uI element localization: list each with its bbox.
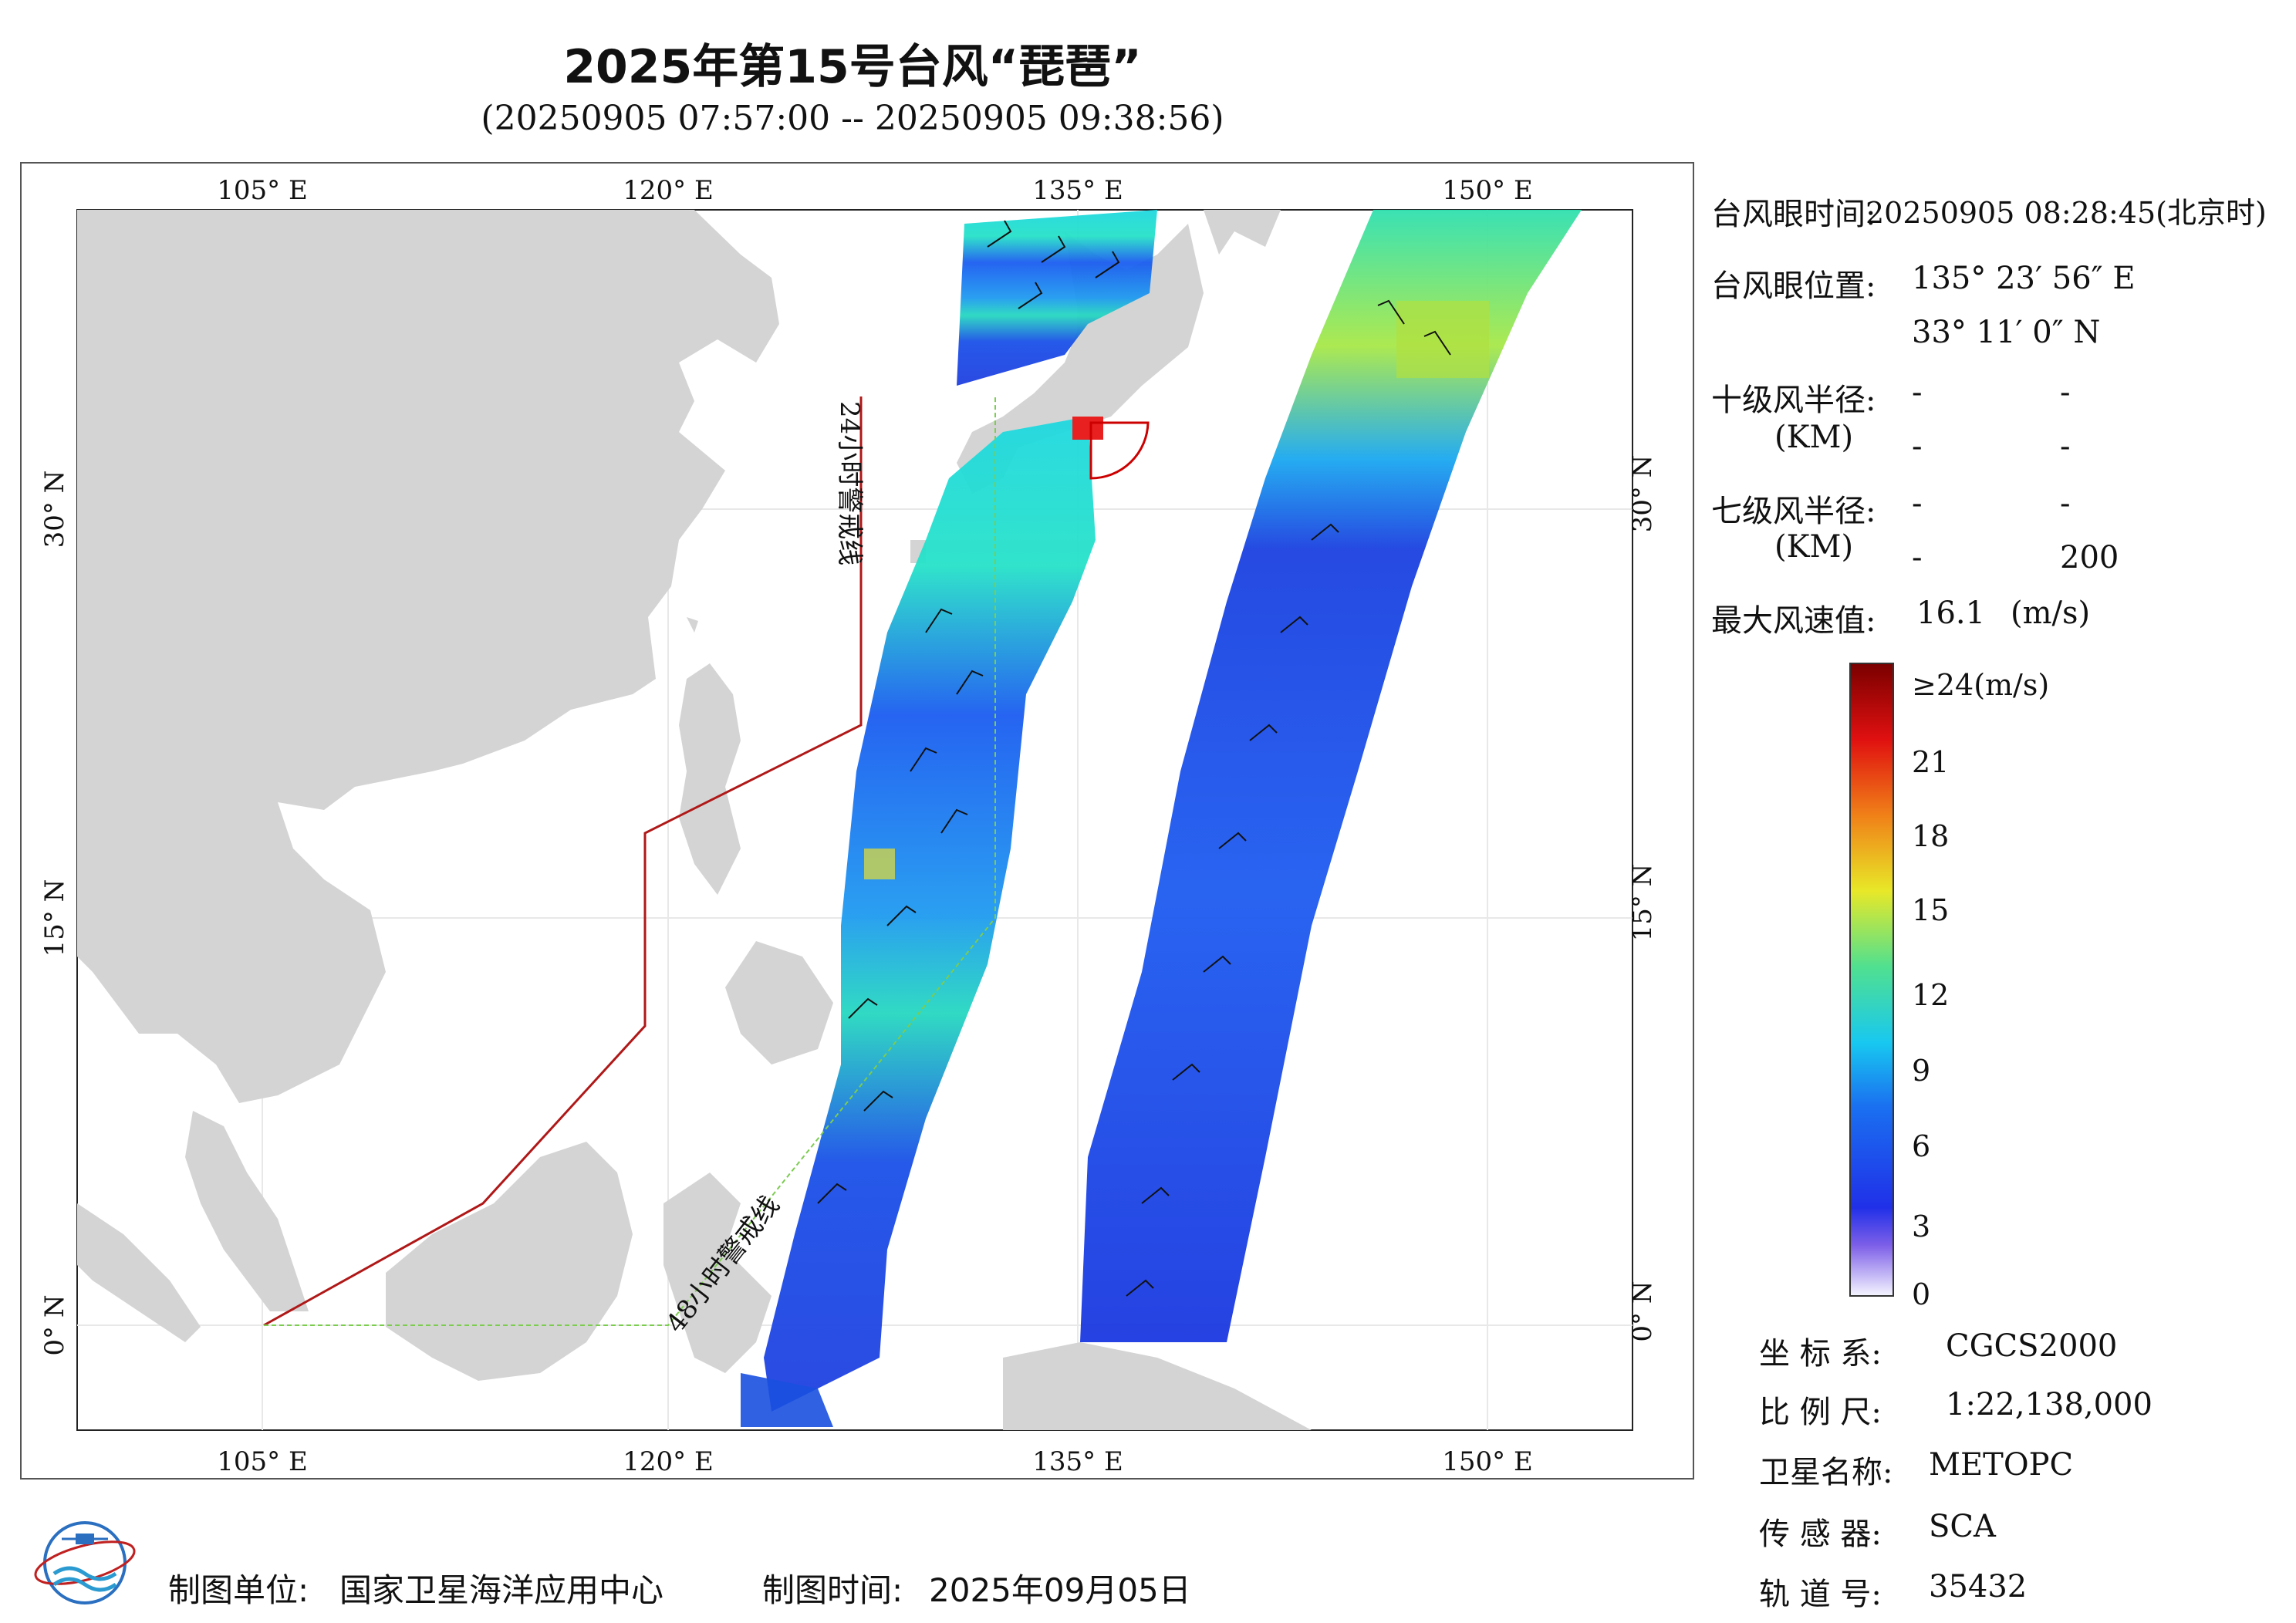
sensor-label: 传 感 器: (1759, 1517, 1882, 1552)
warning-line-48h (264, 396, 996, 1326)
footer-unit-value: 国家卫星海洋应用中心 (339, 1571, 664, 1609)
lat-label-right-30: 30° N (1627, 455, 1658, 533)
legend-tick-15: 15 (1912, 893, 1950, 927)
eye-lat: 33° 11′ 0″ N (1912, 315, 2101, 350)
legend-tick-18: 18 (1912, 819, 1950, 853)
r7-unit: (KM) (1774, 529, 1854, 565)
lat-label-left-0: 0° N (39, 1294, 70, 1355)
max-wind-unit: (m/s) (2011, 596, 2091, 631)
nsoas-logo-icon (34, 1521, 136, 1604)
sensor-value: SCA (1929, 1509, 1996, 1544)
max-wind-label: 最大风速值: (1711, 603, 1876, 639)
orbit-value: 35432 (1929, 1569, 2028, 1604)
lon-label-bottom-135: 135° E (1032, 1446, 1123, 1477)
map-frame (20, 162, 1694, 1480)
wind-barbs (817, 220, 1451, 1297)
r10-label: 十级风半径: (1711, 383, 1876, 418)
scale-value: 1:22,138,000 (1946, 1387, 2152, 1422)
lat-label-right-15: 15° N (1627, 864, 1658, 942)
lat-label-left-15: 15° N (39, 879, 70, 957)
max-wind-value: 16.1 (1916, 596, 1986, 631)
r7-row1-a: - (1912, 486, 1923, 521)
eye-pos-label: 台风眼位置: (1711, 268, 1876, 304)
lat-label-left-30: 30° N (39, 471, 70, 548)
map-title: 2025年第15号台风“琵琶” (563, 40, 1142, 94)
typhoon-eye-marker (1089, 421, 1150, 480)
footer-time-value: 2025年09月05日 (929, 1571, 1191, 1609)
r10-row1-a: - (1912, 375, 1923, 410)
orbit-label: 轨 道 号: (1759, 1577, 1882, 1612)
lon-label-top-105: 105° E (217, 175, 308, 206)
crs-value: CGCS2000 (1946, 1328, 2118, 1364)
lon-label-top-120: 120° E (623, 175, 714, 206)
legend-tick-12: 12 (1912, 978, 1950, 1012)
lon-label-top-135: 135° E (1032, 175, 1123, 206)
crs-label: 坐 标 系: (1759, 1336, 1882, 1372)
lon-label-bottom-150: 150° E (1442, 1446, 1533, 1477)
r7-label: 七级风半径: (1711, 494, 1876, 529)
legend-tick-9: 9 (1912, 1054, 1931, 1088)
lat-label-right-0: 0° N (1627, 1281, 1658, 1341)
sat-label: 卫星名称: (1759, 1455, 1893, 1490)
eye-lon: 135° 23′ 56″ E (1912, 261, 2136, 296)
legend-tick-21: 21 (1912, 745, 1950, 779)
legend-tick-0: 0 (1912, 1277, 1931, 1311)
footer-time-label: 制图时间: (762, 1571, 903, 1609)
r10-unit: (KM) (1774, 420, 1854, 455)
land-masses (77, 210, 1312, 1430)
r7-row2-b: 200 (2060, 540, 2119, 575)
r7-row1-b: - (2060, 486, 2071, 521)
eye-time-label: 台风眼时间: (1711, 197, 1876, 232)
lon-label-bottom-120: 120° E (623, 1446, 714, 1477)
r7-row2-a: - (1912, 540, 1923, 575)
lon-label-top-150: 150° E (1442, 175, 1533, 206)
legend-tick-3: 3 (1912, 1210, 1931, 1243)
r10-row1-b: - (2060, 375, 2071, 410)
wind-swaths (741, 210, 1582, 1427)
lon-label-bottom-105: 105° E (217, 1446, 308, 1477)
scale-label: 比 例 尺: (1759, 1395, 1882, 1430)
eye-time-value: 20250905 08:28:45(北京时) (1866, 196, 2267, 230)
warning-line-24h (263, 396, 863, 1327)
legend-tick-6: 6 (1912, 1129, 1931, 1163)
map-subtitle: (20250905 07:57:00 -- 20250905 09:38:56) (481, 99, 1224, 138)
footer-unit-label: 制图单位: (168, 1571, 309, 1609)
legend-colorbar (1849, 663, 1894, 1297)
r10-row2-b: - (2060, 429, 2071, 464)
warning-label-24h: 24小时警戒线 (834, 401, 865, 565)
sat-value: METOPC (1929, 1447, 2074, 1483)
legend-tick-24: ≥24(m/s) (1912, 668, 2050, 702)
r10-row2-a: - (1912, 429, 1923, 464)
